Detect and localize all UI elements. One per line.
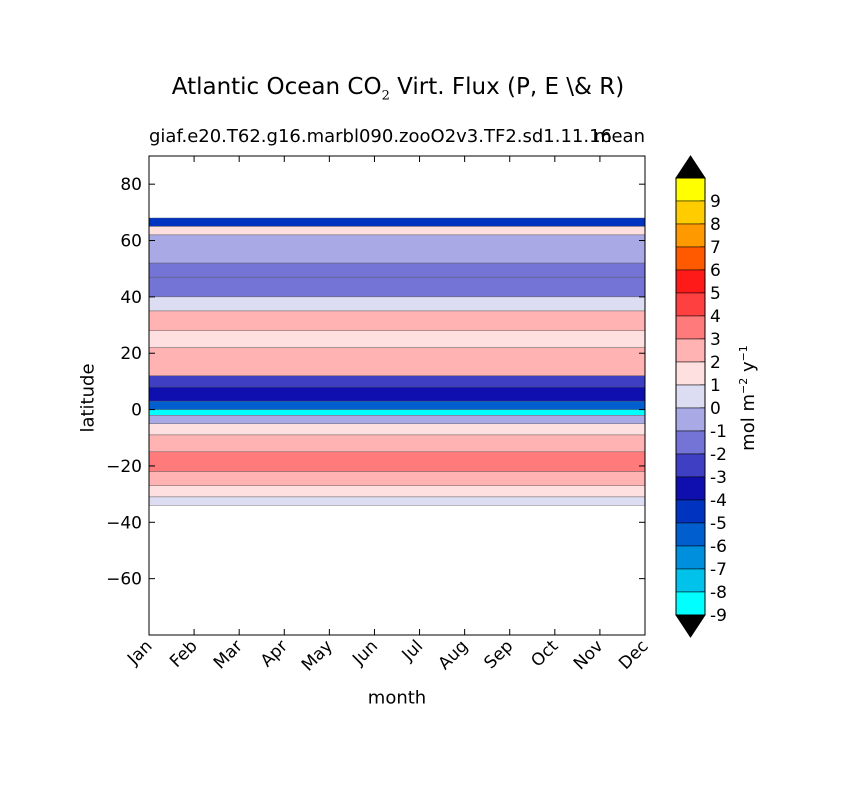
colorbar-swatch	[675, 223, 706, 248]
colorbar-tick-label: -7	[710, 560, 727, 580]
heatmap-band	[149, 409, 645, 416]
colorbar-tick-label: -2	[710, 445, 727, 465]
colorbar-tick-label: -8	[710, 583, 727, 603]
heatmap-band	[149, 217, 645, 227]
colorbar-swatch	[675, 545, 706, 570]
colorbar-swatch	[675, 384, 706, 409]
y-tick-label: −20	[106, 457, 142, 477]
x-tick-label: Jan	[123, 636, 156, 669]
x-tick-label: Jul	[398, 636, 427, 665]
heatmap-band	[149, 434, 645, 453]
chart-subtitle-stat: mean	[593, 126, 645, 147]
colorbar-extend-bottom	[675, 614, 706, 638]
y-tick-label: 0	[131, 401, 142, 421]
x-tick-label: Feb	[166, 636, 201, 671]
x-tick-label: Sep	[480, 636, 517, 673]
colorbar-tick-label: 9	[710, 192, 721, 212]
colorbar-swatch	[675, 269, 706, 294]
chart-title: Atlantic Ocean CO2 Virt. Flux (P, E \& R…	[171, 74, 625, 104]
y-tick-label: −40	[106, 513, 142, 533]
x-tick-label: Aug	[435, 636, 473, 674]
colorbar-extend-top	[675, 155, 706, 179]
x-axis-label: month	[367, 687, 427, 709]
colorbar-swatch	[675, 453, 706, 478]
chart-subtitle-case: giaf.e20.T62.g16.marbl090.zooO2v3.TF2.sd…	[149, 126, 612, 147]
colorbar-swatch	[675, 499, 706, 524]
colorbar-swatch	[675, 568, 706, 593]
heatmap-band	[149, 262, 645, 278]
heatmap-band	[149, 415, 645, 424]
colorbar-tick-label: 7	[710, 238, 721, 258]
heatmap-band	[149, 423, 645, 436]
colorbar-swatch	[675, 338, 706, 363]
colorbar-tick-label: 6	[710, 261, 721, 281]
colorbar-tick-label: 1	[710, 376, 721, 396]
colorbar-swatch	[675, 476, 706, 501]
x-tick-label: Apr	[257, 636, 292, 671]
colorbar-tick-label: -9	[710, 606, 727, 626]
colorbar-tick-label: 4	[710, 307, 721, 327]
heatmap-band	[149, 234, 645, 264]
heatmap-band	[149, 485, 645, 498]
heatmap-band	[149, 276, 645, 298]
colorbar-tick-label: 0	[710, 399, 721, 419]
colorbar-frame	[675, 177, 706, 616]
colorbar-swatch	[675, 361, 706, 386]
colorbar-swatch	[675, 292, 706, 317]
colorbar-swatch	[675, 246, 706, 271]
heatmap-band	[149, 296, 645, 312]
y-tick-label: 60	[120, 232, 142, 252]
heatmap-band	[149, 310, 645, 331]
colorbar-swatch	[675, 315, 706, 340]
heatmap-band	[149, 471, 645, 486]
x-tick-label: Dec	[615, 636, 652, 673]
y-tick-label: 80	[120, 175, 142, 195]
colorbar-swatch	[675, 407, 706, 432]
heatmap-band	[149, 496, 645, 506]
colorbar-tick-label: -6	[710, 537, 727, 557]
x-tick-label: Oct	[527, 636, 562, 671]
plot-area	[149, 217, 645, 506]
heatmap-band	[149, 400, 645, 410]
y-axis: 80 60 40 20 0 −20 −40 −60	[106, 175, 645, 590]
colorbar-tick-label: -4	[710, 491, 727, 511]
y-tick-label: 40	[120, 288, 142, 308]
colorbar-swatch	[675, 591, 706, 616]
heatmap-band	[149, 451, 645, 472]
colorbar-swatch	[675, 430, 706, 455]
heatmap-band	[149, 330, 645, 348]
y-tick-label: −60	[106, 570, 142, 590]
colorbar-tick-label: -5	[710, 514, 727, 534]
colorbar: 9 8 7 6 5 4 3 2 1 0 -1 -2 -3 -4 -5 -6 -7 -8 -9	[675, 155, 727, 638]
y-tick-label: 20	[120, 344, 142, 364]
x-tick-label: Jun	[348, 636, 382, 670]
x-tick-label: Nov	[570, 636, 608, 674]
heatmap-band	[149, 375, 645, 388]
colorbar-swatch	[675, 200, 706, 225]
heatmap-band	[149, 347, 645, 376]
colorbar-tick-label: -3	[710, 468, 727, 488]
colorbar-tick-label: 2	[710, 353, 721, 373]
colorbar-swatch	[675, 522, 706, 547]
colorbar-tick-label: -1	[710, 422, 727, 442]
colorbar-swatch	[675, 177, 706, 202]
x-tick-label: May	[298, 636, 337, 675]
colorbar-tick-label: 5	[710, 284, 721, 304]
heatmap-band	[149, 226, 645, 236]
colorbar-tick-label: 8	[710, 215, 721, 235]
x-tick-label: Mar	[210, 636, 247, 673]
colorbar-tick-label: 3	[710, 330, 721, 350]
heatmap-band	[149, 386, 645, 402]
plot-frame	[148, 155, 646, 636]
